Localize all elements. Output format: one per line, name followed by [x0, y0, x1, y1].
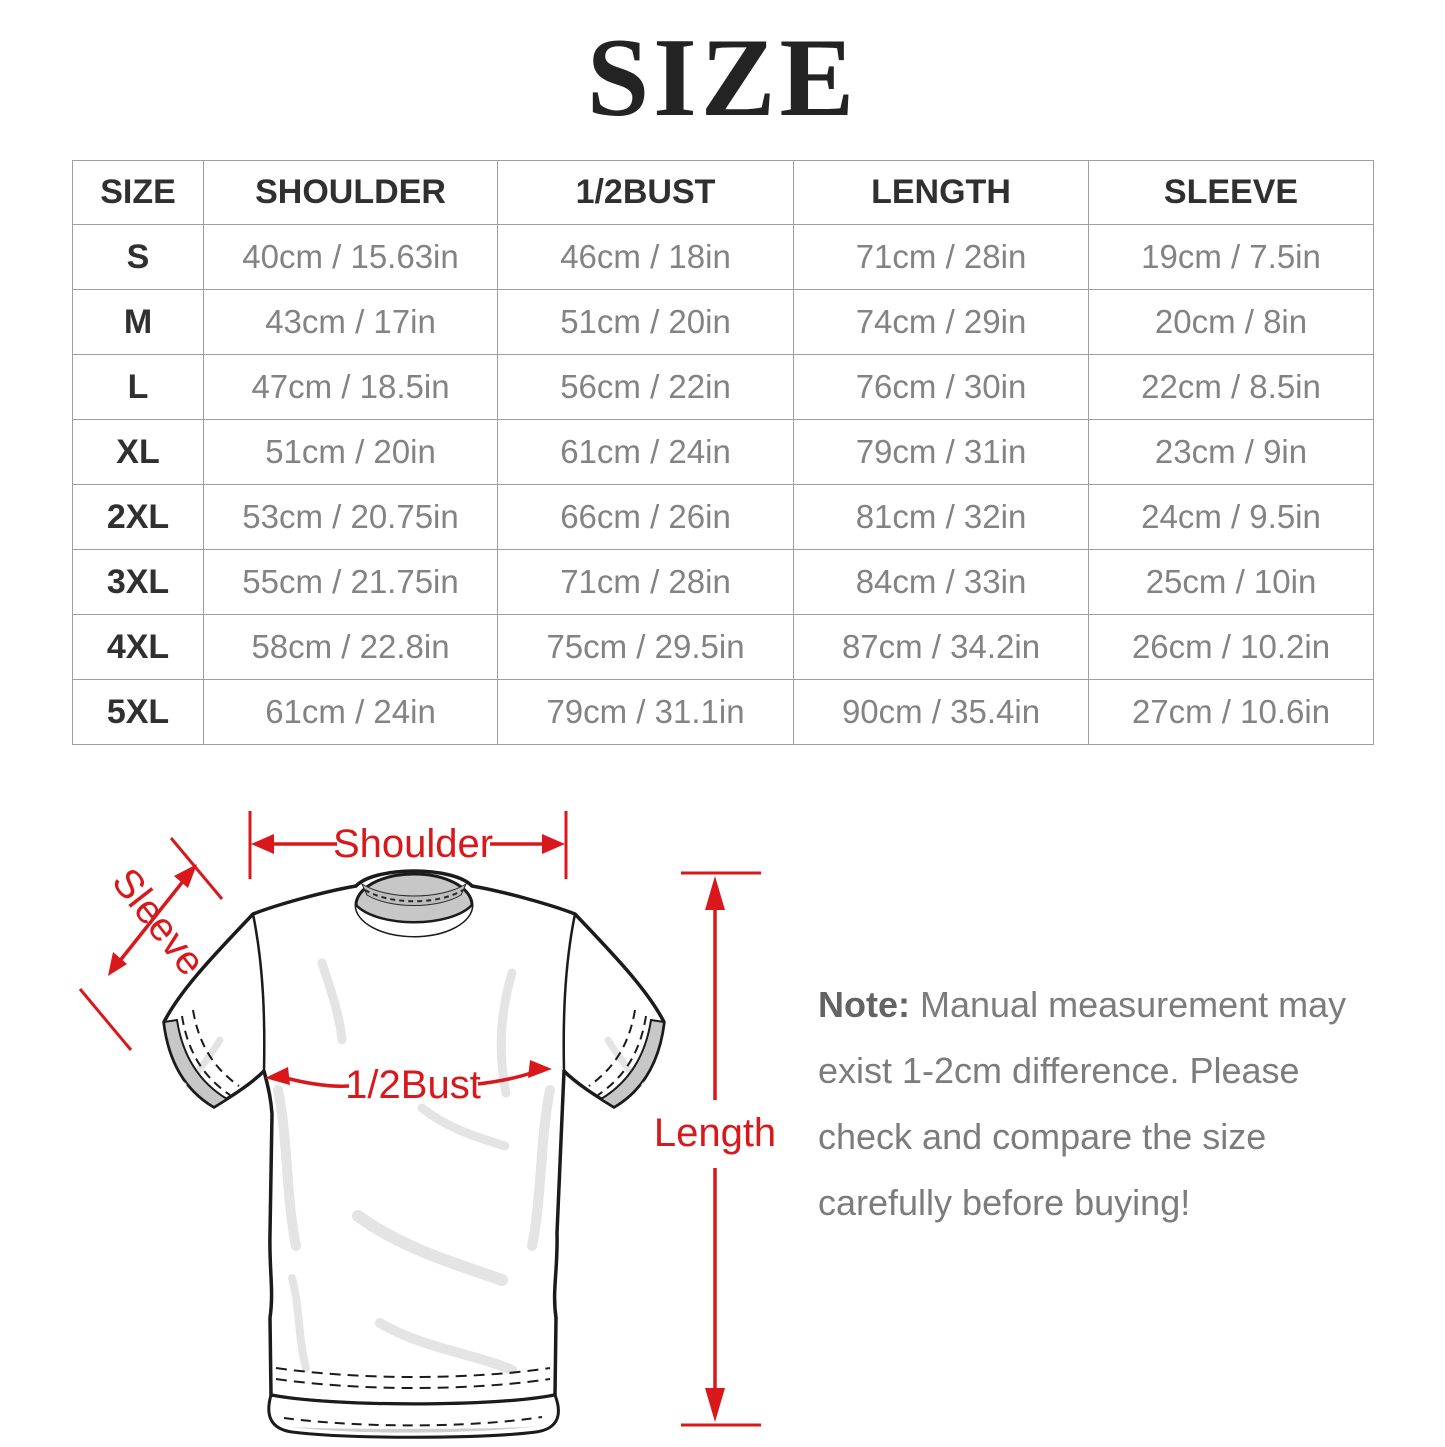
column-header-sleeve: SLEEVE [1088, 160, 1374, 225]
size-cell: S [72, 224, 204, 290]
bust-cell: 75cm / 29.5in [497, 614, 794, 680]
table-row: 3XL 55cm / 21.75in 71cm / 28in 84cm / 33… [72, 549, 1374, 615]
shoulder-cell: 47cm / 18.5in [203, 354, 498, 420]
note-line: Note: Manual measurement may [818, 972, 1378, 1038]
table-row: 5XL 61cm / 24in 79cm / 31.1in 90cm / 35.… [72, 679, 1374, 745]
sleeve-hem-left [162, 1009, 240, 1109]
size-cell: 4XL [72, 614, 204, 680]
arrowhead-down [108, 952, 127, 976]
arrowhead-left [265, 1067, 290, 1085]
bust-cell: 71cm / 28in [497, 549, 794, 615]
length-cell: 81cm / 32in [793, 484, 1089, 550]
size-cell: 5XL [72, 679, 204, 745]
table-header-row: SIZE SHOULDER 1/2BUST LENGTH SLEEVE [72, 160, 1374, 225]
armhole-seam-left [251, 913, 266, 1072]
arrowhead-right [528, 1060, 552, 1078]
shoulder-cell: 61cm / 24in [203, 679, 498, 745]
bust-cell: 79cm / 31.1in [497, 679, 794, 745]
sleeve-cell: 27cm / 10.6in [1088, 679, 1374, 745]
tshirt-size-diagram: Shoulder Sleeve 1/2Bust Length [60, 778, 780, 1442]
table-row: S 40cm / 15.63in 46cm / 18in 71cm / 28in… [72, 224, 1374, 290]
bust-cell: 61cm / 24in [497, 419, 794, 485]
bust-cell: 56cm / 22in [497, 354, 794, 420]
table-row: 4XL 58cm / 22.8in 75cm / 29.5in 87cm / 3… [72, 614, 1374, 680]
size-cell: L [72, 354, 204, 420]
sleeve-cell: 22cm / 8.5in [1088, 354, 1374, 420]
length-cell: 79cm / 31in [793, 419, 1089, 485]
shoulder-cell: 53cm / 20.75in [203, 484, 498, 550]
note-line: carefully before buying! [818, 1182, 1191, 1223]
table-row: L 47cm / 18.5in 56cm / 22in 76cm / 30in … [72, 354, 1374, 420]
sleeve-cell: 20cm / 8in [1088, 289, 1374, 355]
bust-arrow-line-left [281, 1075, 350, 1088]
table-row: M 43cm / 17in 51cm / 20in 74cm / 29in 20… [72, 289, 1374, 355]
column-header-shoulder: SHOULDER [203, 160, 498, 225]
arrowhead-left [251, 834, 274, 854]
sleeve-cell: 25cm / 10in [1088, 549, 1374, 615]
bottom-hem [267, 1367, 560, 1439]
shoulder-measure: Shoulder [248, 811, 568, 879]
sleeve-cell: 26cm / 10.2in [1088, 614, 1374, 680]
size-table: SIZE SHOULDER 1/2BUST LENGTH SLEEVE S 40… [72, 160, 1374, 745]
size-cell: M [72, 289, 204, 355]
shoulder-cell: 43cm / 17in [203, 289, 498, 355]
length-measure: Length [654, 871, 776, 1427]
arrowhead-right [542, 834, 565, 854]
bust-cell: 51cm / 20in [497, 289, 794, 355]
note-text: Note: Manual measurement may exist 1-2cm… [818, 972, 1378, 1236]
column-header-length: LENGTH [793, 160, 1089, 225]
size-cell: 2XL [72, 484, 204, 550]
arrowhead-down [705, 1388, 725, 1422]
length-cell: 84cm / 33in [793, 549, 1089, 615]
length-cell: 90cm / 35.4in [793, 679, 1089, 745]
collar [354, 872, 474, 938]
shoulder-cell: 55cm / 21.75in [203, 549, 498, 615]
sleeve-arrow-line [113, 873, 190, 969]
note-line-text: Manual measurement may [910, 984, 1347, 1025]
note-line: check and compare the size [818, 1116, 1267, 1157]
shoulder-cell: 40cm / 15.63in [203, 224, 498, 290]
size-cell: XL [72, 419, 204, 485]
bust-cell: 66cm / 26in [497, 484, 794, 550]
page-title: SIZE [586, 16, 859, 140]
sleeve-cell: 23cm / 9in [1088, 419, 1374, 485]
column-header-bust: 1/2BUST [497, 160, 794, 225]
shoulder-cell: 58cm / 22.8in [203, 614, 498, 680]
wrinkle-shading [184, 958, 644, 1375]
length-cell: 87cm / 34.2in [793, 614, 1089, 680]
tshirt-body [162, 869, 666, 1406]
note-line: exist 1-2cm difference. Please [818, 1050, 1300, 1091]
sleeve-cell: 19cm / 7.5in [1088, 224, 1374, 290]
sleeve-cell: 24cm / 9.5in [1088, 484, 1374, 550]
bust-label: 1/2Bust [345, 1063, 481, 1107]
sleeve-tick-bottom [78, 988, 133, 1051]
armhole-seam-right [562, 913, 577, 1072]
length-cell: 71cm / 28in [793, 224, 1089, 290]
arrowhead-up [705, 876, 725, 910]
note-label: Note: [818, 984, 910, 1025]
bust-measure: 1/2Bust [265, 1060, 552, 1107]
length-cell: 76cm / 30in [793, 354, 1089, 420]
arrowhead-up [174, 864, 197, 888]
size-cell: 3XL [72, 549, 204, 615]
length-label: Length [654, 1111, 776, 1155]
table-row: XL 51cm / 20in 61cm / 24in 79cm / 31in 2… [72, 419, 1374, 485]
sleeve-tick-top [169, 837, 224, 900]
bust-cell: 46cm / 18in [497, 224, 794, 290]
shoulder-label: Shoulder [333, 822, 493, 866]
shoulder-cell: 51cm / 20in [203, 419, 498, 485]
sleeve-hem-right [588, 1009, 666, 1109]
tshirt-illustration [162, 869, 666, 1439]
column-header-size: SIZE [72, 160, 204, 225]
table-row: 2XL 53cm / 20.75in 66cm / 26in 81cm / 32… [72, 484, 1374, 550]
length-cell: 74cm / 29in [793, 289, 1089, 355]
